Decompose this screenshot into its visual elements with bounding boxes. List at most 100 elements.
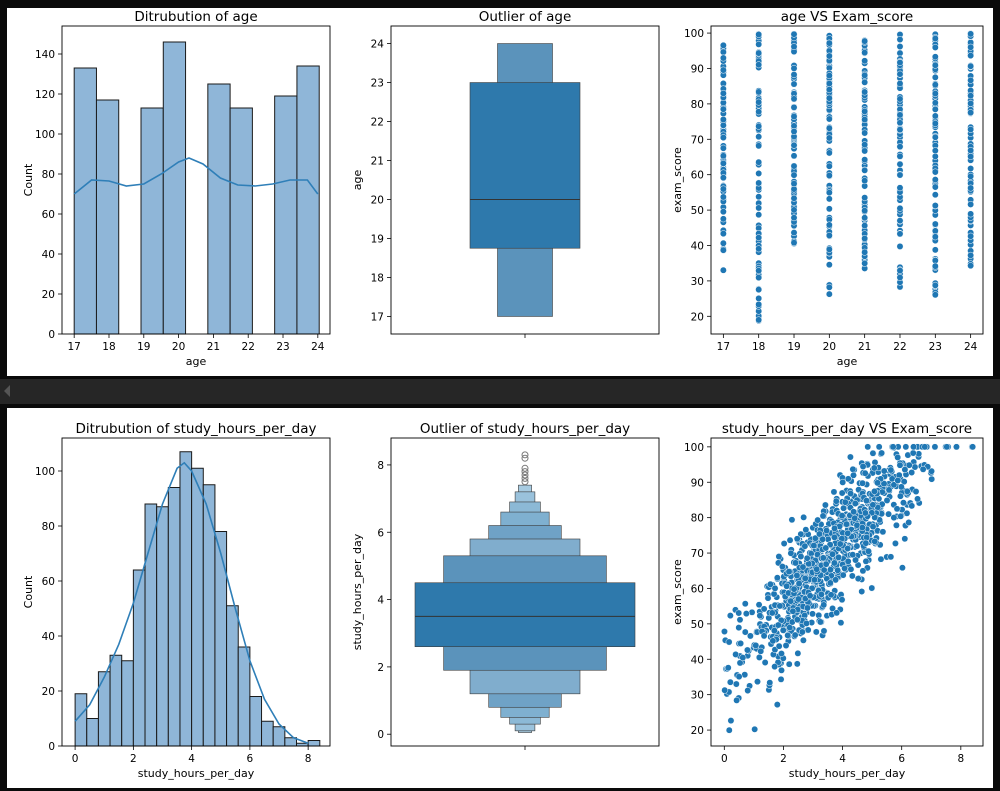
y-tick-label: 60 bbox=[691, 170, 704, 182]
scatter-point bbox=[931, 35, 939, 43]
scatter-point bbox=[806, 592, 814, 600]
chart-title: study_hours_per_day VS Exam_score bbox=[722, 421, 972, 437]
scatter-point bbox=[847, 490, 855, 498]
scatter-point bbox=[861, 57, 869, 65]
scatter-point bbox=[908, 469, 916, 476]
histogram-bar bbox=[226, 605, 239, 747]
scatter-point bbox=[861, 156, 869, 164]
y-tick-label: 80 bbox=[42, 169, 55, 181]
scatter-point bbox=[719, 266, 727, 274]
scatter-point bbox=[819, 512, 827, 520]
output-scrollbar[interactable] bbox=[0, 379, 1000, 404]
scatter-point bbox=[742, 610, 750, 618]
axes-frame bbox=[710, 25, 984, 335]
histogram-bar bbox=[249, 696, 263, 747]
scatter-point bbox=[967, 30, 975, 38]
histogram-bar bbox=[261, 720, 274, 747]
scatter-point bbox=[790, 103, 798, 111]
scatter-point bbox=[931, 53, 939, 61]
outlier-point bbox=[521, 468, 529, 476]
scatter-point bbox=[725, 726, 733, 734]
scatter-point bbox=[755, 108, 763, 116]
scroll-left-arrow-icon[interactable] bbox=[4, 385, 10, 397]
scatter-point bbox=[755, 300, 763, 308]
histogram-bar bbox=[229, 107, 253, 335]
scatter-point bbox=[793, 572, 801, 579]
y-tick-label: 100 bbox=[684, 28, 704, 40]
scatter-point bbox=[861, 88, 869, 96]
x-tick-label: 21 bbox=[858, 341, 871, 353]
scatter-point bbox=[800, 513, 808, 521]
figure-age: Ditrubution of age 0 20 40 60 80 100 120 140 17 18… bbox=[7, 8, 993, 376]
chart-title: Ditrubution of study_hours_per_day bbox=[75, 421, 316, 437]
y-tick-label: 6 bbox=[377, 527, 384, 539]
scatter-point bbox=[819, 535, 827, 543]
scatter-point bbox=[816, 530, 823, 538]
scatter-point bbox=[803, 554, 811, 562]
scatter-point bbox=[851, 514, 859, 522]
scatter-point bbox=[755, 61, 763, 69]
scatter-point bbox=[967, 52, 975, 60]
scatter-point bbox=[839, 478, 847, 486]
scatter-point bbox=[894, 453, 902, 461]
scatter-point bbox=[790, 30, 798, 38]
outlier-point bbox=[521, 464, 529, 472]
histogram-bar bbox=[109, 654, 123, 747]
scatter-point bbox=[786, 536, 794, 544]
scatter-point bbox=[931, 81, 939, 89]
scatter-point bbox=[719, 174, 727, 182]
scatter-point bbox=[861, 469, 869, 477]
scatter-point bbox=[820, 601, 828, 609]
scatter-point bbox=[967, 165, 975, 172]
scatter-point bbox=[861, 214, 869, 222]
scatter-point bbox=[825, 124, 833, 132]
scatter-point bbox=[799, 636, 807, 644]
scatter-point bbox=[823, 527, 830, 535]
scatter-point bbox=[883, 496, 891, 504]
y-tick-label: 8 bbox=[377, 460, 384, 472]
y-tick-label: 20 bbox=[691, 311, 704, 323]
scatter-point bbox=[903, 487, 911, 495]
scatter-point bbox=[837, 619, 845, 627]
x-tick-label: 2 bbox=[130, 753, 137, 765]
scatter-point bbox=[790, 239, 798, 247]
x-tick-label: 0 bbox=[72, 753, 79, 765]
x-axis-label: study_hours_per_day bbox=[138, 767, 255, 780]
scatter-point bbox=[833, 609, 841, 617]
scatter-point bbox=[889, 443, 897, 451]
scatter-point bbox=[931, 99, 939, 107]
scatter-point bbox=[838, 489, 846, 497]
scatter-point bbox=[896, 43, 904, 50]
y-tick-label: 24 bbox=[371, 39, 385, 51]
x-tick-label: 19 bbox=[787, 341, 800, 353]
scatter-point bbox=[797, 530, 805, 538]
scatter-point bbox=[897, 483, 905, 491]
scatter-point bbox=[931, 291, 939, 299]
scatter-point bbox=[896, 143, 904, 151]
scatter-point bbox=[908, 502, 916, 510]
y-axis-label: age bbox=[351, 170, 364, 191]
chart-study-scatter: study_hours_per_day VS Exam_score2030405… bbox=[671, 421, 984, 780]
scatter-point bbox=[830, 533, 838, 541]
scatter-point bbox=[778, 563, 786, 571]
scatter-point bbox=[861, 147, 869, 155]
x-tick-label: 17 bbox=[717, 341, 730, 353]
scatter-point bbox=[967, 43, 975, 51]
y-tick-label: 60 bbox=[691, 583, 704, 595]
x-tick-label: 6 bbox=[898, 753, 905, 765]
scatter-point bbox=[755, 601, 763, 609]
histogram-bar bbox=[162, 41, 187, 335]
scatter-point bbox=[861, 259, 869, 267]
scatter-point bbox=[896, 80, 904, 87]
scatter-point bbox=[896, 111, 904, 119]
scatter-point bbox=[931, 220, 939, 228]
scatter-point bbox=[813, 565, 821, 573]
scatter-point bbox=[853, 542, 861, 550]
scatter-point bbox=[928, 467, 935, 475]
y-tick-label: 70 bbox=[691, 548, 704, 560]
scatter-point bbox=[849, 465, 857, 473]
scatter-point bbox=[719, 54, 727, 62]
scatter-point bbox=[770, 627, 778, 635]
chart-age-box: Outlier of age 17 18 19 20 21 22 23 24 age bbox=[351, 9, 660, 338]
